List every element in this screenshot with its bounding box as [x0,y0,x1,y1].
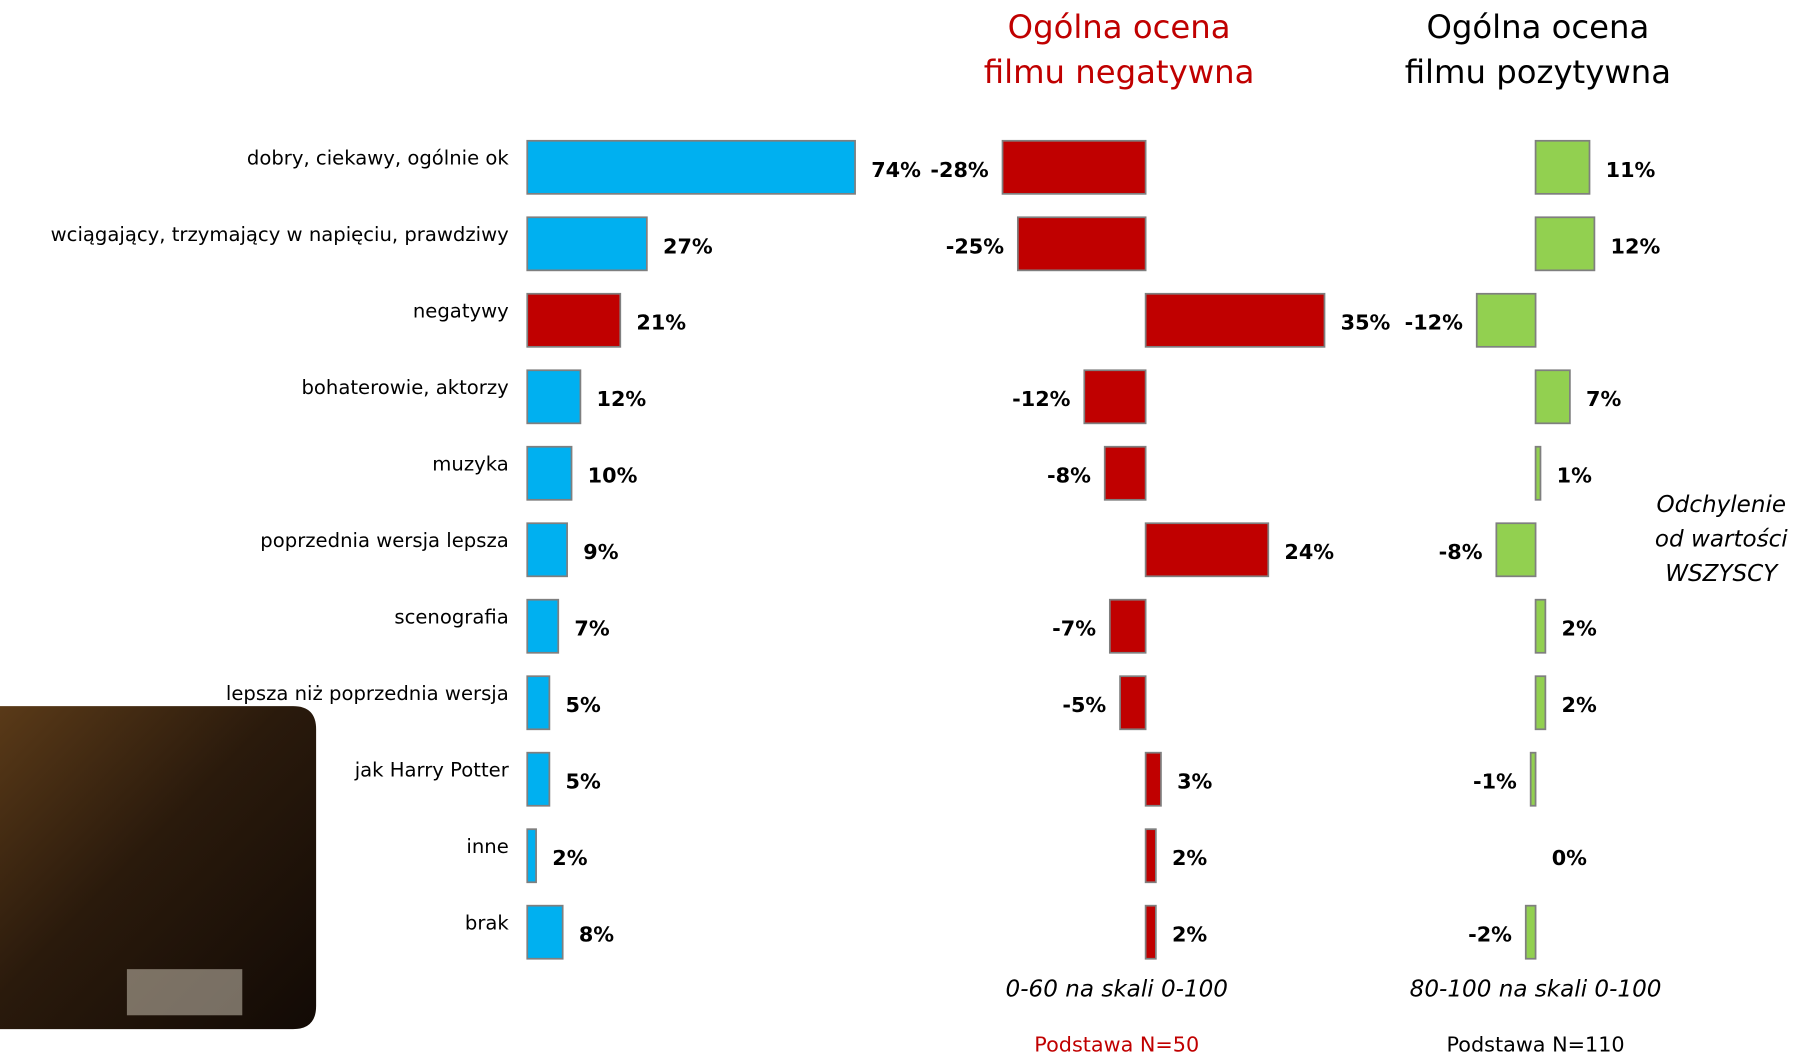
bar [1534,369,1571,425]
value-label: 11% [1606,158,1656,182]
annotation: Odchylenie [1657,492,1787,518]
value-label: 2% [1562,617,1597,641]
bar [526,675,551,731]
bar [1534,598,1547,654]
value-label: 0% [1552,846,1587,870]
value-label: 12% [1611,234,1661,258]
value-label: -12% [1405,311,1463,335]
bar [1001,139,1147,195]
value-label: 1% [1557,464,1592,488]
value-label: 7% [574,617,609,641]
value-label: 8% [579,923,614,947]
bar [1108,598,1147,654]
value-label: -8% [1439,540,1483,564]
chart-title: filmu negatywna [984,53,1255,91]
bar [526,445,573,501]
photo-piano-keys [126,969,243,1016]
value-label: -28% [930,158,988,182]
category-label: lepsza niż poprzednia wersja [226,682,509,705]
value-label: 10% [588,464,638,488]
value-label: 5% [566,770,601,794]
bar [1495,522,1537,578]
value-label: -5% [1062,693,1106,717]
bar [1529,751,1537,807]
value-label: 12% [597,387,647,411]
bar [1144,522,1270,578]
chart-title: Ogólna ocena [1008,8,1231,46]
bar [1534,675,1547,731]
scale-note: 80-100 na skali 0-100 [1410,976,1662,1002]
base-note: Podstawa N=110 [1447,1032,1625,1056]
bar [1475,292,1537,348]
value-label: 2% [1172,923,1207,947]
bar [1083,369,1147,425]
bar [526,598,560,654]
bar [526,522,568,578]
chart-title: filmu pozytywna [1405,53,1671,91]
bar [1144,828,1157,884]
value-label: 3% [1177,770,1212,794]
bar [1016,216,1147,272]
value-label: -7% [1052,617,1096,641]
value-label: 9% [583,540,618,564]
bar [1119,675,1147,731]
photo [0,706,317,1030]
category-label: jak Harry Potter [354,759,510,782]
value-label: -12% [1012,387,1070,411]
category-label: wciągający, trzymający w napięciu, prawd… [51,223,510,246]
scale-note: 0-60 na skali 0-100 [1006,976,1228,1002]
category-label: poprzednia wersja lepsza [260,529,508,552]
bar [526,904,564,960]
annotation: WSZYSCY [1665,561,1779,587]
bar [1534,445,1542,501]
value-label: 35% [1341,311,1391,335]
bar [1144,292,1326,348]
category-label: scenografia [394,606,508,629]
category-label: negatywy [413,300,509,323]
category-label: bohaterowie, aktorzy [301,376,509,399]
bar [526,292,622,348]
bar [1534,139,1591,195]
value-label: 2% [552,846,587,870]
value-label: 2% [1562,693,1597,717]
value-label: -25% [946,234,1004,258]
value-label: 2% [1172,846,1207,870]
value-label: -2% [1468,923,1512,947]
value-label: 5% [566,693,601,717]
value-label: 21% [636,311,686,335]
category-label: brak [465,912,510,935]
value-label: -1% [1473,770,1517,794]
bar [526,828,537,884]
bar [1144,904,1157,960]
bar [1144,751,1162,807]
category-label: dobry, ciekawy, ogólnie ok [247,147,510,170]
category-label: muzyka [432,453,508,476]
bar [1524,904,1537,960]
bar [526,139,856,195]
bar [1534,216,1596,272]
bar [526,751,551,807]
bar [526,216,648,272]
bar [1103,445,1147,501]
bar [526,369,582,425]
base-note: Podstawa N=50 [1034,1032,1199,1056]
value-label: -8% [1047,464,1091,488]
value-label: 24% [1284,540,1334,564]
value-label: 7% [1586,387,1621,411]
chart-title: Ogólna ocena [1426,8,1649,46]
value-label: 74% [871,158,921,182]
value-label: 27% [663,234,713,258]
category-label: inne [466,835,508,858]
annotation: od wartości [1655,526,1788,552]
